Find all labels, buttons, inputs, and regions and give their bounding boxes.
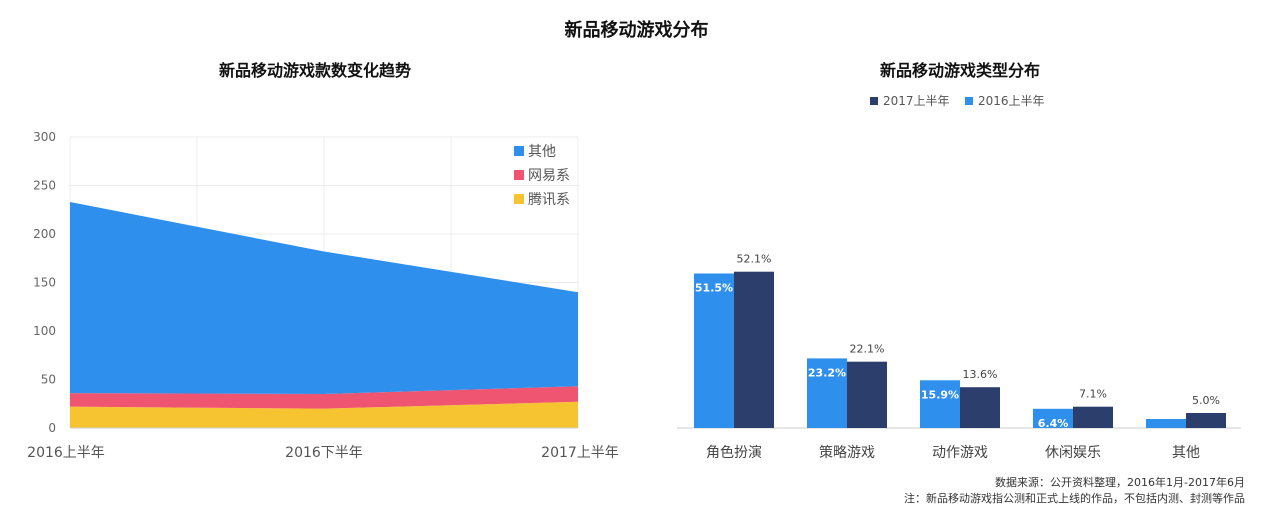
category-label: 休闲娱乐 (1045, 445, 1101, 461)
bar-value-label: 7.1% (1079, 388, 1107, 401)
bar-chart-title: 新品移动游戏类型分布 (879, 61, 1040, 80)
legend-swatch (514, 194, 524, 204)
category-label: 动作游戏 (932, 445, 988, 461)
source-note: 数据来源：公开资料整理，2016年1月-2017年6月 (995, 476, 1245, 489)
legend-swatch (514, 170, 524, 180)
category-label: 角色扮演 (706, 444, 762, 461)
area-chart-title: 新品移动游戏款数变化趋势 (218, 61, 411, 80)
bar-value-label: 5.0% (1192, 394, 1220, 407)
bar-value-label: 3.0% (1151, 427, 1182, 440)
legend-swatch (965, 97, 973, 105)
main-title: 新品移动游戏分布 (564, 20, 709, 41)
bar-2016 (1146, 419, 1186, 428)
y-tick-label: 300 (33, 130, 56, 144)
y-tick-label: 150 (33, 276, 56, 290)
bar-value-label: 15.9% (921, 388, 959, 401)
y-tick-label: 0 (48, 421, 56, 435)
legend-label: 2017上半年 (883, 94, 950, 108)
bar-2017 (1186, 413, 1226, 428)
category-label: 其他 (1172, 445, 1200, 461)
bar-value-label: 52.1% (737, 253, 772, 266)
x-tick-label: 2016上半年 (27, 445, 105, 461)
y-tick-label: 250 (33, 179, 56, 193)
legend-label: 其他 (528, 144, 556, 160)
legend-label: 2016上半年 (978, 94, 1045, 108)
bar-value-label: 13.6% (963, 368, 998, 381)
area-series-2 (70, 201, 578, 395)
legend-label: 网易系 (528, 168, 570, 184)
bar-2017 (1073, 406, 1113, 428)
bar-2016 (807, 358, 847, 428)
bar-value-label: 23.2% (808, 366, 846, 379)
bar-value-label: 6.4% (1038, 417, 1069, 430)
bar-2017 (734, 271, 774, 428)
bar-2016 (694, 273, 734, 428)
x-tick-label: 2017上半年 (541, 445, 619, 461)
y-tick-label: 100 (33, 324, 56, 338)
x-tick-label: 2016下半年 (285, 445, 363, 461)
category-label: 策略游戏 (819, 444, 875, 461)
bar-value-label: 22.1% (850, 343, 885, 356)
bar-2017 (847, 361, 887, 428)
bar-2016 (1033, 408, 1073, 428)
y-tick-label: 50 (41, 373, 56, 387)
bar-2017 (960, 387, 1000, 428)
footnote: 注：新品移动游戏指公测和正式上线的作品，不包括内测、封测等作品 (904, 492, 1245, 505)
legend-swatch (870, 97, 878, 105)
area-series-0 (70, 401, 578, 428)
legend-swatch (514, 146, 524, 156)
y-tick-label: 200 (33, 227, 56, 241)
area-series-1 (70, 386, 578, 409)
bar-2016 (920, 380, 960, 428)
legend-label: 腾讯系 (528, 191, 570, 208)
bar-value-label: 51.5% (695, 282, 733, 295)
